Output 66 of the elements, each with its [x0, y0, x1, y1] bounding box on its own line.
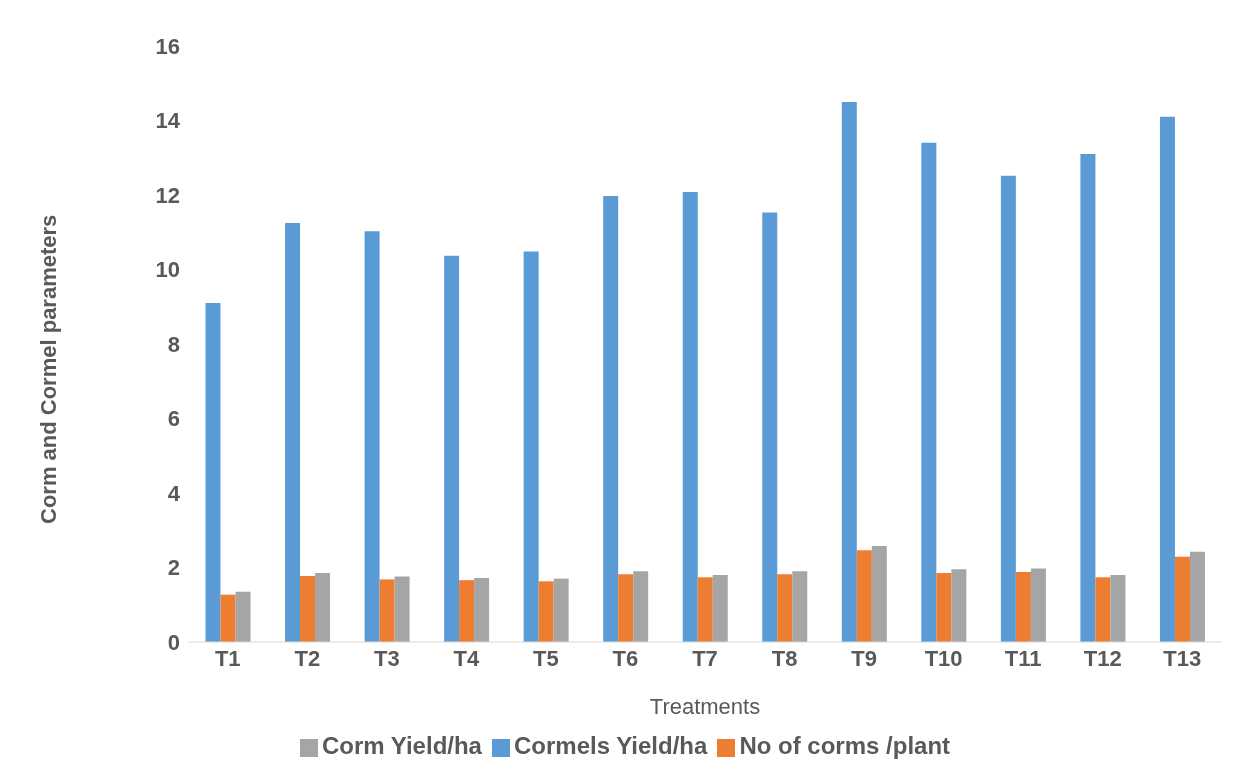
- x-axis-title: Treatments: [649, 694, 761, 719]
- x-tick-label: T11: [1004, 645, 1042, 671]
- bar: [936, 573, 952, 642]
- y-axis-title: Corm and Cormel parameters: [35, 214, 61, 524]
- y-tick-label: 8: [167, 331, 180, 357]
- x-tick-label: T2: [294, 645, 321, 671]
- bar: [603, 196, 619, 642]
- bar: [618, 574, 634, 642]
- bar: [205, 303, 221, 642]
- bar: [444, 255, 460, 642]
- y-tick-label: 12: [155, 182, 180, 208]
- bar: [1159, 116, 1175, 642]
- x-tick-label: T3: [374, 645, 400, 671]
- y-tick-label: 6: [167, 406, 180, 432]
- y-tick-label: 4: [167, 480, 181, 506]
- bar: [712, 574, 728, 642]
- bar: [777, 574, 793, 642]
- x-tick-label: T13: [1163, 645, 1202, 671]
- bar: [871, 545, 887, 642]
- legend-label: Corm Yield/ha: [321, 732, 482, 759]
- y-tick-label: 14: [155, 108, 181, 134]
- x-tick-label: T12: [1083, 645, 1122, 671]
- bar: [553, 578, 569, 642]
- bar: [1095, 577, 1111, 642]
- bar: [364, 231, 380, 642]
- y-tick-label: 2: [167, 555, 180, 581]
- bar: [1015, 571, 1031, 642]
- x-tick-label: T6: [612, 645, 639, 671]
- bar: [379, 579, 395, 642]
- bar: [921, 142, 937, 642]
- y-tick-label: 0: [167, 629, 180, 655]
- x-tick-label: T10: [924, 645, 963, 671]
- bar: [856, 550, 872, 642]
- bar: [1110, 574, 1126, 642]
- bar: [792, 571, 808, 642]
- x-tick-label: T9: [851, 645, 877, 671]
- bar: [459, 580, 475, 642]
- bar: [394, 576, 410, 642]
- x-tick-label: T7: [692, 645, 718, 671]
- bar: [697, 577, 713, 642]
- bar: [951, 569, 967, 642]
- bar: [841, 101, 857, 642]
- bar: [1000, 175, 1016, 642]
- y-tick-label: 16: [155, 33, 180, 59]
- bar: [1080, 154, 1096, 642]
- bar: [300, 576, 316, 642]
- bar: [474, 577, 490, 642]
- y-tick-label: 10: [155, 257, 180, 283]
- x-tick-label: T5: [533, 645, 559, 671]
- x-tick-label: T8: [771, 645, 798, 671]
- bar: [1189, 551, 1205, 642]
- bar: [285, 222, 301, 642]
- bar: [762, 212, 778, 642]
- bar: [1174, 556, 1190, 642]
- x-tick-label: T1: [214, 645, 241, 671]
- bar: [633, 571, 649, 642]
- legend-label: Cormels Yield/ha: [513, 732, 708, 759]
- bar: [1030, 568, 1046, 642]
- bar: [315, 573, 331, 642]
- bar: [538, 581, 554, 642]
- bar: [523, 251, 539, 642]
- legend-label: No of corms /plant: [739, 732, 951, 759]
- bar: [220, 594, 236, 642]
- bar: [682, 192, 698, 642]
- bar: [235, 591, 251, 642]
- x-tick-label: T4: [453, 645, 480, 671]
